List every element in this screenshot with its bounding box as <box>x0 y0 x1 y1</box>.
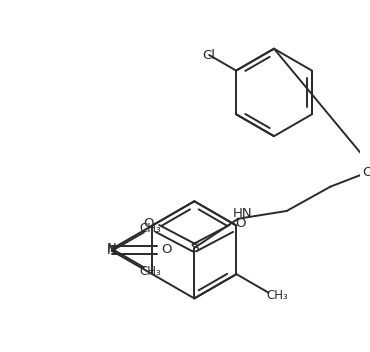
Text: O: O <box>161 243 172 256</box>
Text: N: N <box>107 244 117 257</box>
Text: CH₃: CH₃ <box>140 265 161 278</box>
Text: S: S <box>190 241 199 255</box>
Text: N: N <box>107 243 117 255</box>
Text: O: O <box>144 217 154 230</box>
Text: CH₃: CH₃ <box>140 222 161 235</box>
Text: O: O <box>362 165 370 178</box>
Text: Cl: Cl <box>203 49 216 62</box>
Text: O: O <box>235 217 245 230</box>
Text: CH₃: CH₃ <box>266 289 287 302</box>
Text: HN: HN <box>233 207 253 220</box>
